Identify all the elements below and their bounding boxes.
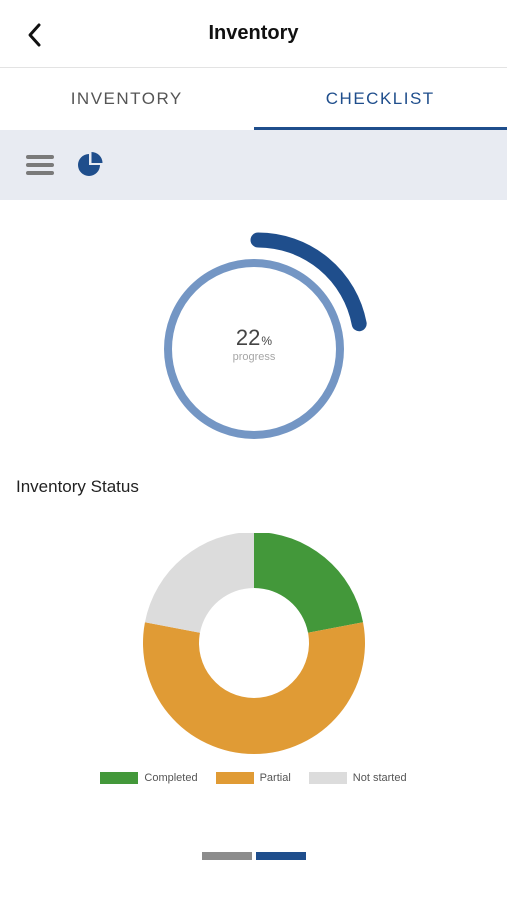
donut-slice-not-started[interactable]	[144, 532, 254, 633]
app-header: Inventory	[0, 0, 507, 68]
list-icon	[26, 155, 54, 175]
donut-slice-completed[interactable]	[254, 532, 364, 633]
tab-bar: INVENTORY CHECKLIST	[0, 68, 507, 130]
legend-swatch-completed	[100, 772, 139, 784]
chart-view-button[interactable]	[70, 145, 110, 185]
progress-value: 22%	[150, 325, 358, 354]
section-title: Inventory Status	[16, 477, 139, 496]
progress-label: progress	[232, 351, 276, 363]
legend-item-not-started: Not started	[308, 772, 407, 784]
legend-label-not-started: Not started	[352, 772, 407, 784]
progress-unit: %	[261, 334, 273, 348]
donut-slice-partial[interactable]	[143, 622, 365, 754]
progress-arc	[250, 232, 367, 332]
progress-track	[164, 259, 344, 439]
page-indicator-2[interactable]	[255, 852, 306, 860]
progress-indicator: 22% progress	[150, 225, 380, 455]
legend-swatch-partial	[215, 772, 254, 784]
legend-label-partial: Partial	[259, 772, 291, 784]
tab-inventory[interactable]: INVENTORY	[70, 89, 183, 108]
back-button[interactable]	[18, 18, 52, 52]
list-view-button[interactable]	[20, 145, 60, 185]
inventory-status-chart	[141, 532, 367, 759]
legend-item-completed: Completed	[100, 772, 198, 784]
progress-number: 22	[235, 325, 261, 350]
chart-legend: Completed Partial Not started	[0, 772, 507, 784]
legend-swatch-not-started	[308, 772, 347, 784]
page-title: Inventory	[208, 22, 299, 44]
legend-item-partial: Partial	[215, 772, 291, 784]
view-toolbar	[0, 130, 507, 200]
pie-chart-icon	[78, 152, 103, 176]
donut-chart	[143, 532, 365, 754]
chevron-left-icon	[28, 23, 41, 47]
legend-label-completed: Completed	[144, 772, 198, 784]
page-indicator	[0, 852, 507, 860]
tab-checklist[interactable]: CHECKLIST	[253, 68, 507, 130]
progress-ring	[164, 232, 367, 439]
page-indicator-1[interactable]	[201, 852, 252, 860]
